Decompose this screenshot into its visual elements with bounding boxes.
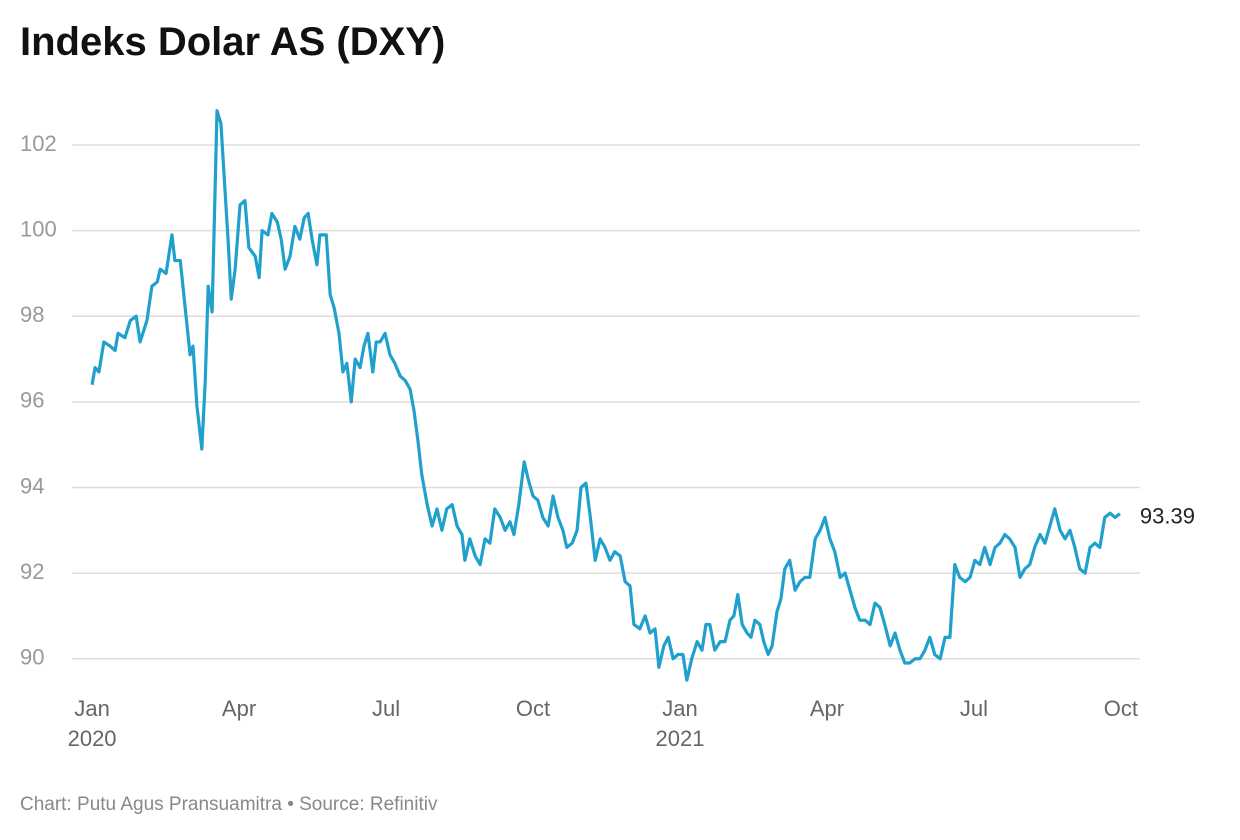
y-tick-label: 96 [20, 388, 44, 413]
x-tick-label: Jul [959, 696, 988, 721]
source-note: Chart: Putu Agus Pransuamitra • Source: … [20, 794, 438, 815]
x-tick-label: Jul [371, 696, 401, 721]
x-tick-label: Oct [1103, 696, 1138, 721]
x-tick-label: Apr [221, 696, 257, 721]
y-tick-label: 98 [20, 302, 44, 327]
y-tick-label: 102 [20, 131, 57, 156]
y-tick-label: 92 [20, 559, 44, 584]
y-tick-label: 90 [20, 645, 44, 670]
y-tick-label: 94 [20, 473, 44, 498]
chart-title: Indeks Dolar AS (DXY) [20, 20, 446, 64]
x-tick-label: Jan 2020 [67, 696, 117, 751]
x-tick-label: Apr [809, 696, 845, 721]
y-tick-label: 100 [20, 216, 57, 241]
end-value-label: 93.39 [1140, 503, 1195, 528]
x-tick-label: Jan 2021 [655, 696, 705, 751]
data-line [90, 109, 1121, 682]
x-tick-label: Oct [515, 696, 551, 721]
